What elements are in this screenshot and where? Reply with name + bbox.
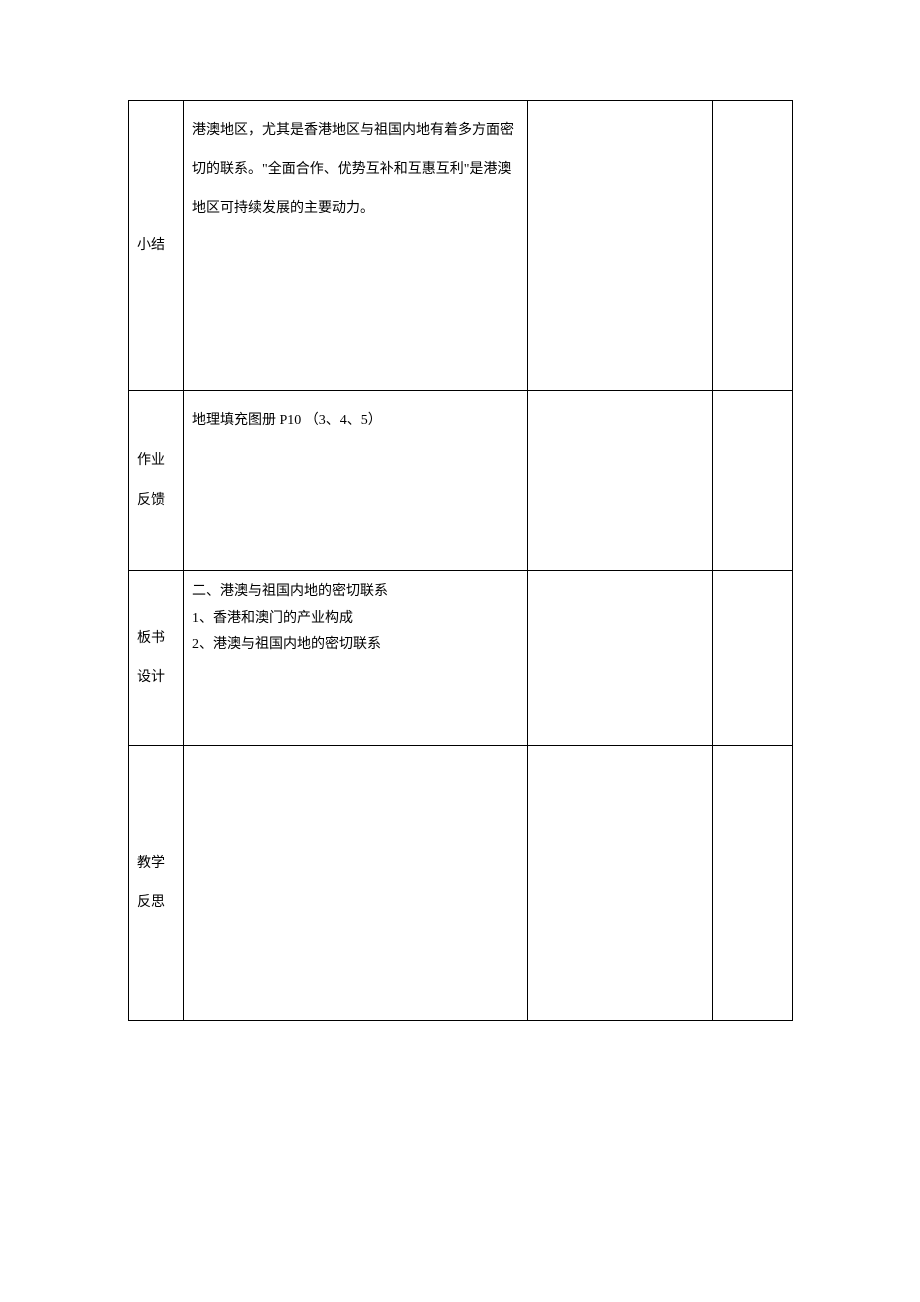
board-line-1: 二、港澳与祖国内地的密切联系	[192, 579, 519, 606]
row-col3	[528, 101, 713, 391]
row-col3	[528, 571, 713, 746]
row-col4	[713, 101, 793, 391]
table-row: 教学反思	[129, 746, 793, 1021]
board-line-3: 2、港澳与祖国内地的密切联系	[192, 632, 519, 659]
lesson-plan-table: 小结 港澳地区，尤其是香港地区与祖国内地有着多方面密切的联系。"全面合作、优势互…	[128, 100, 793, 1021]
page-wrapper: 小结 港澳地区，尤其是香港地区与祖国内地有着多方面密切的联系。"全面合作、优势互…	[128, 100, 792, 1021]
board-line-2: 1、香港和澳门的产业构成	[192, 606, 519, 633]
row-label-homework: 作业反馈	[129, 391, 184, 571]
row-content-summary: 港澳地区，尤其是香港地区与祖国内地有着多方面密切的联系。"全面合作、优势互补和互…	[184, 101, 528, 391]
row-content-reflection	[184, 746, 528, 1021]
row-content-board: 二、港澳与祖国内地的密切联系 1、香港和澳门的产业构成 2、港澳与祖国内地的密切…	[184, 571, 528, 746]
row-col4	[713, 746, 793, 1021]
row-col4	[713, 571, 793, 746]
row-label-reflection: 教学反思	[129, 746, 184, 1021]
row-label-summary: 小结	[129, 101, 184, 391]
row-content-homework: 地理填充图册 P10 （3、4、5）	[184, 391, 528, 571]
row-col4	[713, 391, 793, 571]
row-label-board: 板书设计	[129, 571, 184, 746]
table-row: 板书设计 二、港澳与祖国内地的密切联系 1、香港和澳门的产业构成 2、港澳与祖国…	[129, 571, 793, 746]
table-row: 作业反馈 地理填充图册 P10 （3、4、5）	[129, 391, 793, 571]
row-col3	[528, 391, 713, 571]
row-col3	[528, 746, 713, 1021]
table-row: 小结 港澳地区，尤其是香港地区与祖国内地有着多方面密切的联系。"全面合作、优势互…	[129, 101, 793, 391]
